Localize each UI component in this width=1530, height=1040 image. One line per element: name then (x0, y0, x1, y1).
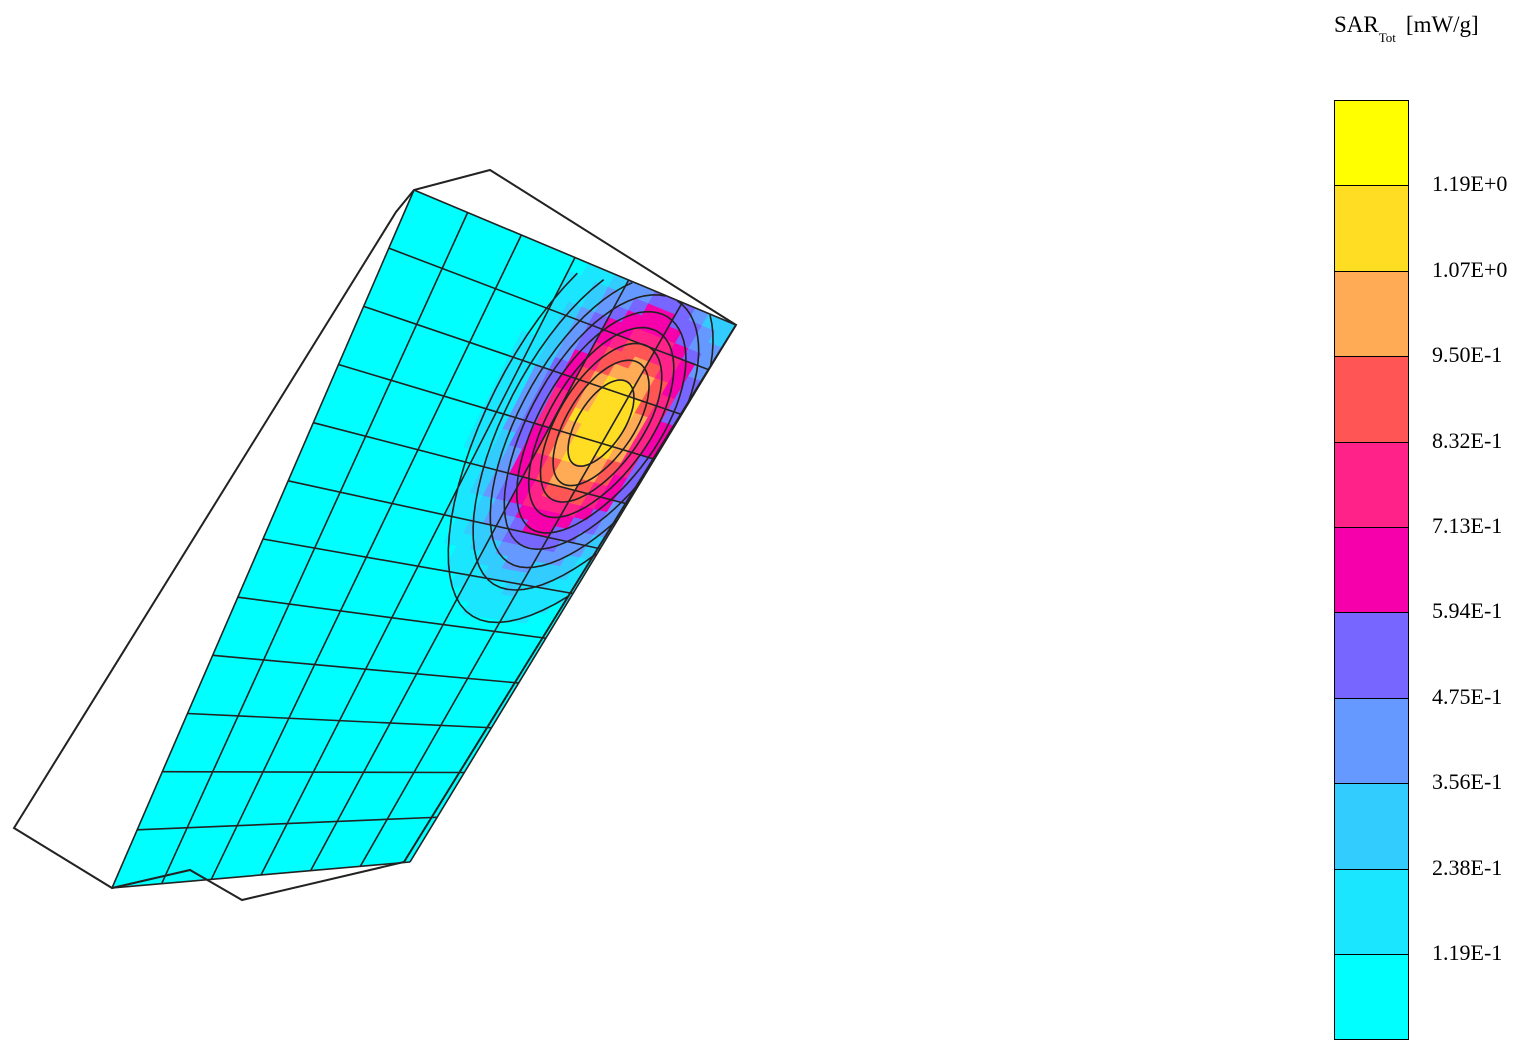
grid-line-horizontal (162, 770, 465, 774)
grid-line-horizontal (137, 816, 438, 831)
legend-swatch-9 (1334, 185, 1409, 272)
contour-line (539, 342, 663, 503)
contour-line (447, 272, 578, 624)
legend-swatch-3 (1334, 697, 1409, 785)
legend-swatch-7 (1334, 356, 1409, 443)
contour-line (515, 311, 687, 534)
grid-line-horizontal (363, 305, 682, 416)
sar-contour-plot (12, 168, 738, 902)
legend-swatch-10 (1334, 100, 1409, 187)
measurement-grid (111, 189, 737, 889)
contour-line (503, 294, 700, 551)
color-scale-legend (1334, 100, 1410, 1040)
legend-swatch-6 (1334, 441, 1409, 528)
legend-title: SARTot [mW/g] (1334, 12, 1479, 46)
legend-swatch-2 (1334, 783, 1409, 870)
legend-tick-label: 7.13E-1 (1432, 513, 1503, 538)
legend-title-base: SAR (1334, 12, 1379, 37)
grid-line-horizontal (413, 189, 737, 326)
sar-field-cells (111, 189, 737, 889)
legend-title-subscript: Tot (1378, 30, 1396, 45)
legend-title-unit: [mW/g] (1405, 12, 1479, 37)
legend-tick-label: 4.75E-1 (1432, 683, 1503, 709)
legend-tick-label: 2.38E-1 (1432, 854, 1503, 880)
legend-tick-label: 9.50E-1 (1432, 342, 1503, 368)
contour-line (552, 359, 650, 487)
contour-line (472, 278, 605, 591)
grid-line-horizontal (338, 363, 655, 461)
legend-swatch-5 (1334, 527, 1409, 614)
grid-line-horizontal (237, 596, 546, 640)
legend-tick-label: 5.94E-1 (1432, 598, 1503, 624)
contour-line (489, 281, 714, 569)
legend-swatch-1 (1334, 868, 1409, 955)
contour-line (567, 379, 635, 468)
legend-tick-label: 1.19E+0 (1432, 171, 1508, 197)
grid-line-horizontal (111, 861, 411, 889)
legend-tick-label: 1.07E+0 (1432, 256, 1508, 282)
legend-swatch-0 (1334, 954, 1409, 1040)
legend-swatch-8 (1334, 270, 1409, 358)
grid-line-horizontal (287, 480, 601, 550)
grid-line-horizontal (212, 654, 519, 684)
grid-line-horizontal (262, 538, 574, 595)
contour-line (527, 326, 675, 519)
grid-line-horizontal (187, 712, 492, 729)
grid-line-horizontal (388, 247, 710, 371)
legend-tick-label: 1.19E-1 (1432, 940, 1503, 965)
legend-tick-label: 3.56E-1 (1432, 769, 1503, 795)
legend-tick-label: 8.32E-1 (1432, 427, 1503, 453)
grid-line-horizontal (313, 421, 628, 505)
legend-swatch-4 (1334, 612, 1409, 699)
scan-area-outline (12, 168, 738, 902)
